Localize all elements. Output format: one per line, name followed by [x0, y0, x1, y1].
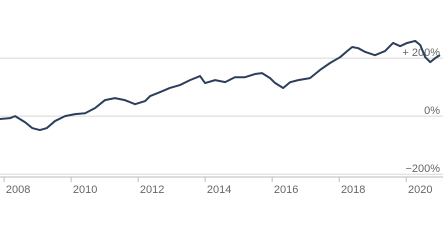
y-tick-label: 0%: [424, 105, 440, 117]
x-tick-label: 2020: [408, 184, 432, 196]
y-tick-label: + 200%: [402, 47, 440, 59]
x-tick-label: 2014: [207, 184, 231, 196]
x-tick-label: 2018: [341, 184, 365, 196]
x-tick-label: 2016: [274, 184, 298, 196]
y-tick-label: −200%: [405, 163, 440, 175]
x-tick-label: 2010: [73, 184, 97, 196]
x-tick-label: 2012: [140, 184, 164, 196]
chart: −200% 0% + 200% 2008 2010 2012 2014 2016 2018 202…: [0, 39, 443, 196]
line: [0, 39, 441, 132]
x-tick-label: 2008: [6, 184, 30, 196]
